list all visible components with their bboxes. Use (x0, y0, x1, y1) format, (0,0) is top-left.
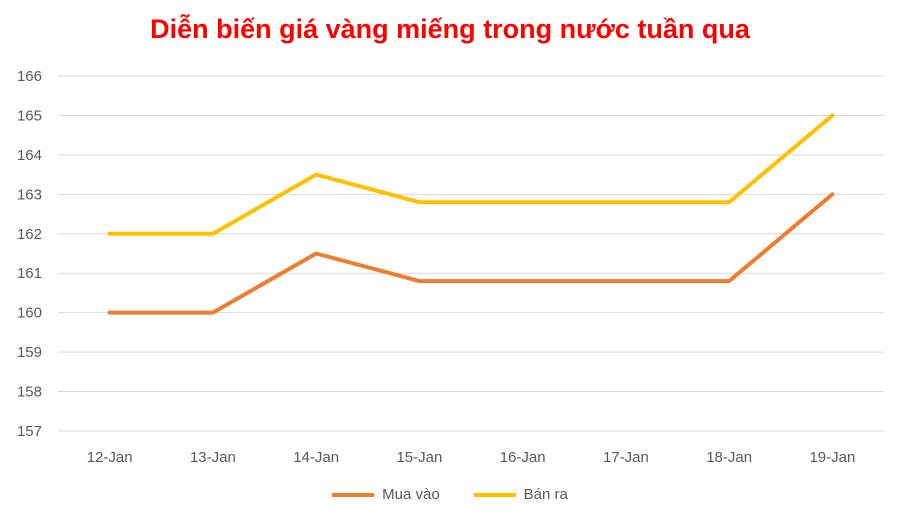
y-tick-label: 160 (17, 305, 42, 322)
series-line-mua-vao (107, 192, 835, 315)
x-tick-label: 14-Jan (293, 449, 339, 466)
y-tick-label: 159 (17, 344, 42, 361)
x-tick-label: 16-Jan (500, 449, 546, 466)
y-tick-label: 165 (17, 107, 42, 124)
legend-swatch-ban-ra (473, 492, 516, 497)
y-tick-label: 164 (17, 147, 42, 164)
legend: Mua vào Bán ra (0, 486, 900, 503)
y-tick-label: 163 (17, 186, 42, 203)
legend-item-mua-vao: Mua vào (332, 486, 440, 503)
y-tick-label: 158 (17, 384, 42, 401)
y-axis-ticks: 157 158 159 160 161 162 163 164 165 166 (17, 68, 42, 440)
y-tick-label: 157 (17, 423, 42, 440)
series-line-ban-ra (107, 113, 835, 236)
y-tick-label: 166 (17, 68, 42, 85)
x-tick-label: 13-Jan (190, 449, 236, 466)
legend-label-mua-vao: Mua vào (382, 486, 440, 503)
x-axis-ticks: 12-Jan 13-Jan 14-Jan 15-Jan 16-Jan 17-Jan 18-J… (87, 449, 856, 466)
x-tick-label: 17-Jan (603, 449, 649, 466)
chart-title: Diễn biến giá vàng miếng trong nước tuần… (150, 14, 750, 44)
x-tick-label: 19-Jan (809, 449, 855, 466)
y-tick-label: 162 (17, 226, 42, 243)
gridlines (58, 75, 884, 432)
y-tick-label: 161 (17, 265, 42, 282)
x-tick-label: 12-Jan (87, 449, 133, 466)
legend-label-ban-ra: Bán ra (523, 486, 568, 503)
x-tick-label: 18-Jan (706, 449, 752, 466)
x-tick-label: 15-Jan (396, 449, 442, 466)
legend-swatch-mua-vao (332, 492, 375, 497)
series-lines (107, 113, 835, 315)
legend-item-ban-ra: Bán ra (473, 486, 568, 503)
